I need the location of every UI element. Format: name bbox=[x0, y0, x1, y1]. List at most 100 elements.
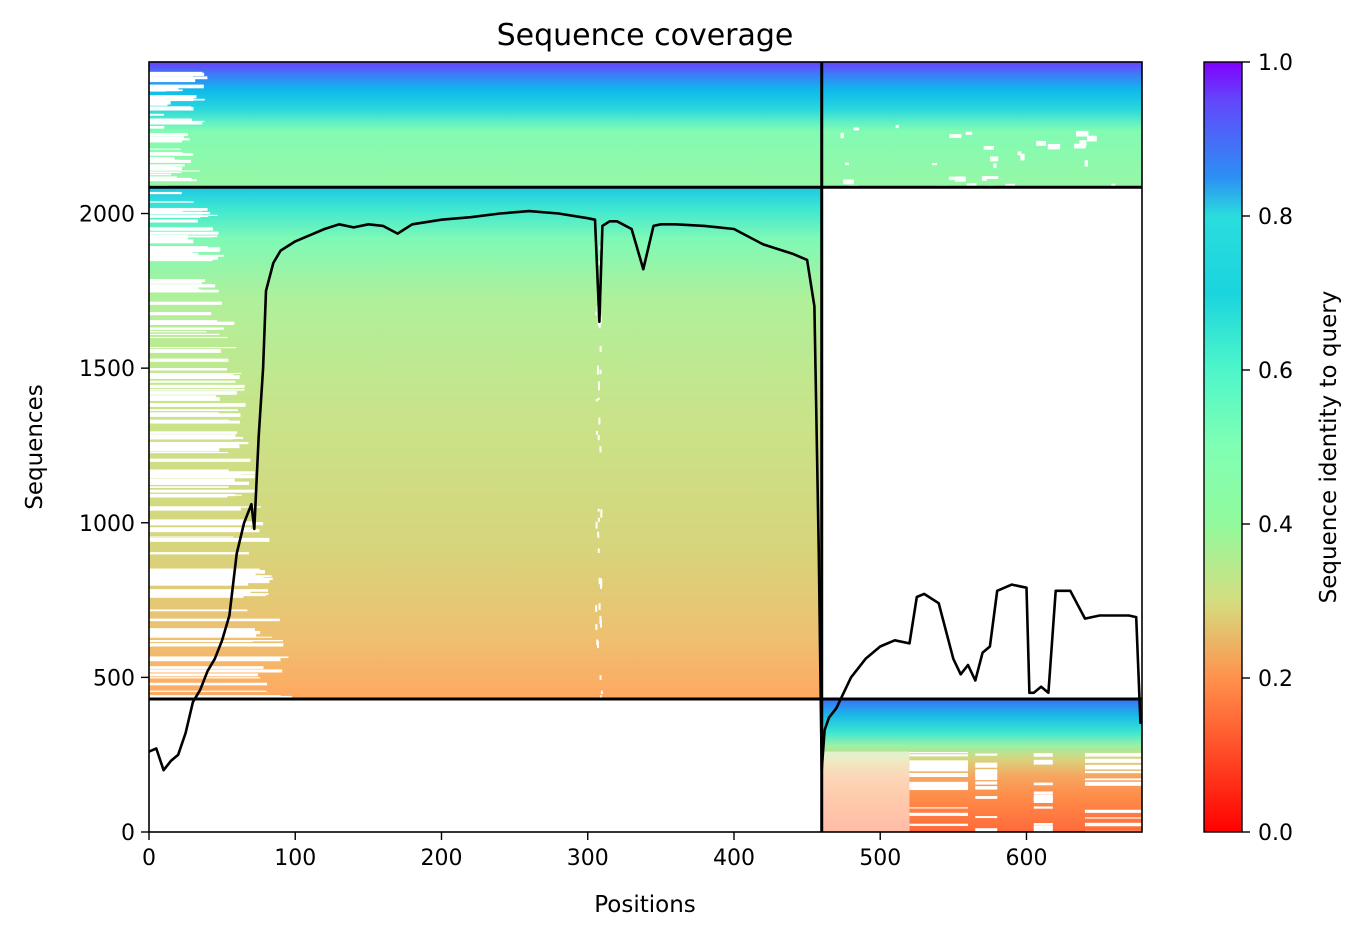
gap-speckle bbox=[149, 666, 264, 669]
gap-speckles bbox=[149, 71, 1142, 832]
gap-speckle bbox=[149, 170, 201, 172]
gap-speckle bbox=[149, 441, 249, 445]
gap-speckle bbox=[149, 412, 219, 415]
gap-speckle bbox=[1087, 135, 1097, 142]
gap-speckle bbox=[845, 162, 849, 166]
gap-speckle bbox=[1017, 151, 1022, 156]
gap-speckle bbox=[975, 762, 998, 767]
gap-speckle bbox=[149, 656, 262, 661]
plot-frame bbox=[148, 61, 1143, 833]
gap-speckle bbox=[149, 191, 182, 195]
gap-speckle bbox=[595, 431, 598, 435]
gap-speckle bbox=[149, 582, 249, 586]
x-tick-label: 500 bbox=[859, 846, 901, 871]
gap-speckle bbox=[1033, 794, 1053, 800]
gap-speckle bbox=[149, 84, 204, 89]
gap-speckle bbox=[149, 358, 229, 362]
plot-area bbox=[149, 62, 1142, 832]
gap-speckle bbox=[149, 106, 192, 108]
y-tick-label: 0 bbox=[121, 821, 135, 846]
gap-speckle bbox=[149, 311, 212, 316]
gap-speckle bbox=[149, 231, 219, 235]
gap-speckle bbox=[975, 816, 998, 819]
gap-speckle bbox=[149, 389, 245, 391]
gap-speckle bbox=[149, 419, 229, 423]
gap-speckle bbox=[598, 319, 601, 329]
gap-speckle bbox=[597, 508, 600, 512]
gap-speckle bbox=[1033, 799, 1053, 803]
gap-speckle bbox=[149, 254, 224, 257]
gap-speckle bbox=[149, 528, 247, 532]
gap-speckle bbox=[149, 522, 264, 526]
gap-speckle bbox=[149, 215, 209, 218]
gap-speckle bbox=[149, 641, 253, 643]
gap-speckle bbox=[149, 392, 215, 395]
gap-speckle bbox=[149, 96, 189, 98]
gap-speckle bbox=[1084, 160, 1089, 167]
gap-speckle bbox=[975, 796, 998, 799]
gap-speckle bbox=[975, 828, 998, 832]
gap-speckle bbox=[1036, 140, 1046, 146]
gap-speckle bbox=[149, 577, 273, 581]
colorbar-tick-label: 1.0 bbox=[1258, 51, 1293, 76]
gap-speckle bbox=[909, 782, 968, 787]
gap-speckle bbox=[1084, 822, 1142, 827]
gap-speckle bbox=[1084, 758, 1142, 763]
block-both bbox=[149, 62, 1142, 188]
gap-speckle bbox=[149, 469, 229, 473]
gap-speckle bbox=[149, 330, 207, 333]
gap-speckle bbox=[909, 807, 968, 809]
gap-speckle bbox=[599, 615, 602, 624]
gap-speckle bbox=[149, 321, 235, 325]
gap-speckle bbox=[149, 409, 238, 412]
gap-speckle bbox=[149, 630, 261, 635]
gap-speckle bbox=[149, 167, 183, 171]
chart-title: Sequence coverage bbox=[497, 18, 794, 53]
gap-speckle bbox=[149, 247, 219, 252]
gap-speckle bbox=[149, 349, 221, 353]
gap-speckle bbox=[149, 320, 218, 324]
gap-speckle bbox=[597, 397, 600, 401]
gap-speckle bbox=[981, 176, 987, 181]
gap-speckle bbox=[149, 673, 259, 677]
gap-speckle bbox=[149, 471, 255, 474]
gap-speckle bbox=[149, 201, 194, 203]
gap-speckle bbox=[931, 163, 937, 166]
gap-speckle bbox=[149, 250, 193, 253]
gap-speckle bbox=[149, 164, 185, 167]
gap-speckle bbox=[149, 139, 173, 141]
gap-speckle bbox=[909, 752, 968, 754]
gap-speckle bbox=[595, 399, 598, 402]
gap-speckle bbox=[149, 87, 179, 92]
gap-speckle bbox=[149, 279, 206, 283]
gap-speckle bbox=[149, 336, 228, 339]
gap-speckle bbox=[600, 509, 603, 518]
gap-speckle bbox=[149, 572, 256, 577]
colorbar-tick-label: 0.4 bbox=[1258, 513, 1293, 538]
gap-speckle bbox=[993, 163, 997, 169]
x-tick-label: 600 bbox=[1005, 846, 1047, 871]
gap-speckle bbox=[149, 373, 234, 377]
gap-speckle bbox=[949, 176, 957, 180]
gap-speckle bbox=[597, 531, 600, 536]
gap-speckle bbox=[149, 403, 246, 407]
gap-speckle bbox=[597, 517, 600, 522]
gap-speckle bbox=[149, 152, 183, 155]
gap-speckle bbox=[1047, 143, 1061, 150]
gap-speckle bbox=[149, 256, 219, 260]
gap-speckle bbox=[909, 760, 968, 764]
gap-speckle bbox=[149, 395, 216, 400]
gap-speckle bbox=[1033, 753, 1053, 757]
gap-speckle bbox=[149, 113, 164, 116]
gap-speckle bbox=[975, 772, 998, 777]
gap-speckle bbox=[149, 639, 284, 642]
gap-speckle bbox=[149, 103, 168, 106]
x-axis-label: Positions bbox=[594, 892, 696, 918]
gap-speckle bbox=[149, 73, 193, 77]
colorbar-tick-label: 0.2 bbox=[1258, 667, 1293, 692]
gap-speckle bbox=[1084, 781, 1142, 786]
x-tick-label: 400 bbox=[713, 846, 755, 871]
gap-speckle bbox=[1084, 771, 1142, 774]
gap-speckle bbox=[149, 372, 242, 374]
gap-speckle bbox=[1084, 778, 1142, 781]
